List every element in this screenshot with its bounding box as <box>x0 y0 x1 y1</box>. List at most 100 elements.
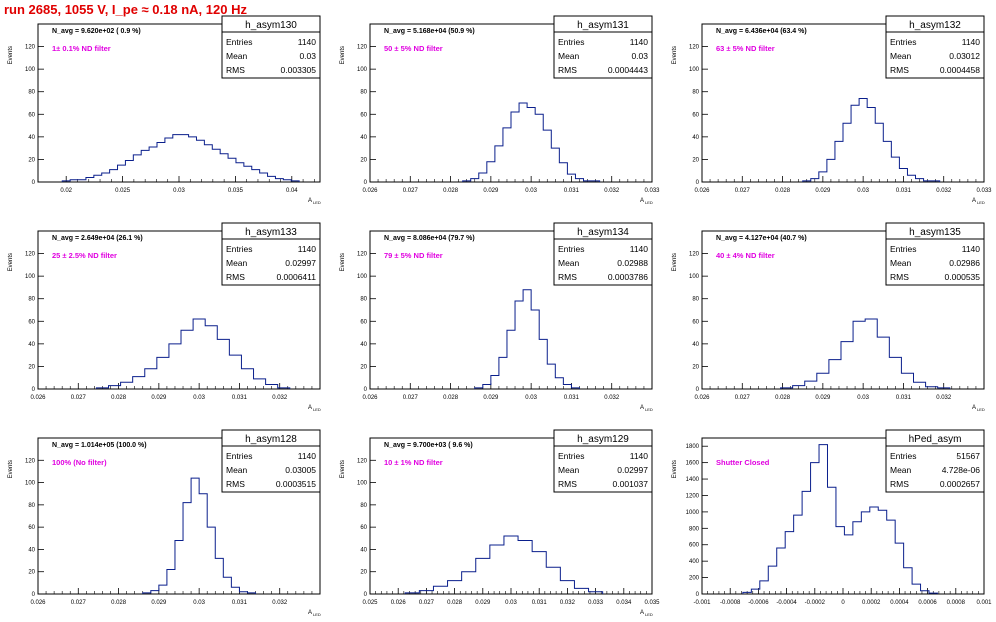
histogram-bin <box>94 175 102 182</box>
histogram-bin <box>121 382 133 389</box>
y-axis-label: Events <box>340 460 346 478</box>
y-tick-label: 40 <box>28 135 35 141</box>
y-tick-label: 120 <box>25 45 36 51</box>
histogram-bin <box>223 577 231 594</box>
histogram-bin <box>254 379 266 389</box>
x-axis-label-sub: LED <box>313 200 321 205</box>
x-tick-label: -0.0002 <box>805 600 826 606</box>
y-tick-label: 20 <box>28 570 35 576</box>
histogram-bin <box>169 344 181 389</box>
y-tick-label: 1600 <box>686 461 700 467</box>
histogram-name: hPed_asym <box>909 434 962 445</box>
x-tick-label: 0.028 <box>775 395 791 401</box>
histogram-panel-asym134: Events 0 20 40 60 80 100 120 0.026 0.027 0.028 0.02… <box>332 221 664 417</box>
histogram-name: h_asym132 <box>909 20 961 31</box>
y-tick-label: 60 <box>360 112 367 118</box>
plot-frame <box>37 230 321 390</box>
histogram-bin <box>487 162 495 182</box>
histogram-bin <box>199 494 207 594</box>
stats-key: RMS <box>226 479 245 489</box>
histogram-bin <box>575 179 583 182</box>
y-tick-label: 120 <box>357 458 368 464</box>
x-tick-label: 0.03 <box>505 600 517 606</box>
x-tick-label: 0.028 <box>447 600 463 606</box>
histogram-bin <box>827 159 835 182</box>
x-tick-label: 0.029 <box>151 395 167 401</box>
x-tick-label: 0 <box>841 600 845 606</box>
histogram-bin <box>912 584 920 594</box>
stats-key: Mean <box>226 51 248 61</box>
stats-value: 0.0006411 <box>276 272 316 282</box>
histogram-outline <box>404 535 604 594</box>
histogram-bin <box>887 520 895 594</box>
histogram-bin <box>252 170 260 182</box>
histogram-bin <box>865 319 877 389</box>
stats-key: Entries <box>558 37 584 47</box>
x-tick-label: 0.0006 <box>918 600 937 606</box>
x-tick-label: 0.035 <box>644 600 660 606</box>
stats-value: 0.000535 <box>945 272 981 282</box>
x-tick-label: 0.03 <box>173 188 185 194</box>
histogram-bin <box>867 108 875 182</box>
histogram-bin <box>215 558 223 594</box>
stats-value: 0.02986 <box>949 258 980 268</box>
stats-value: 1140 <box>962 37 981 47</box>
histogram-bin <box>504 536 518 594</box>
x-tick-label: 0.029 <box>483 395 499 401</box>
navg-label: N_avg = 9.700e+03 ( 9.6 %) <box>384 442 473 449</box>
histogram-bin <box>901 373 913 389</box>
histogram-bin <box>479 173 487 182</box>
y-tick-label: 80 <box>28 90 35 96</box>
stats-key: RMS <box>558 272 577 282</box>
histogram-bin <box>802 491 810 594</box>
y-tick-label: 20 <box>28 364 35 370</box>
filter-label: 25 ± 2.5% ND filter <box>52 251 117 260</box>
histogram-bin <box>543 130 551 182</box>
stats-box <box>221 429 321 493</box>
x-tick-label: 0.032 <box>936 188 952 194</box>
histogram-bin <box>535 114 543 182</box>
y-tick-label: 120 <box>357 252 368 258</box>
histogram-bin <box>268 176 276 182</box>
stats-key: Entries <box>226 244 252 254</box>
histogram-bin <box>891 157 899 182</box>
histogram-bin <box>159 585 167 594</box>
histogram-bin <box>490 545 504 594</box>
histogram-bin <box>167 569 175 594</box>
stats-key: RMS <box>226 65 245 75</box>
x-tick-label: 0.029 <box>475 600 491 606</box>
histogram-bin <box>567 174 575 182</box>
y-tick-label: 1800 <box>686 444 700 450</box>
histogram-bin <box>260 173 268 182</box>
histogram-bin <box>531 310 539 389</box>
histogram-name: h_asym128 <box>245 434 297 445</box>
histogram-panel-ped-asym: Events 0 200 400 600 800 1000 1200 1400 1600 1800 -… <box>664 428 996 622</box>
x-tick-label: 0.029 <box>815 395 831 401</box>
histogram-bin <box>518 541 532 594</box>
stats-value: 0.0004443 <box>608 65 648 75</box>
histogram-bin <box>559 163 567 182</box>
x-tick-label: 0.029 <box>151 600 167 606</box>
histogram-bin <box>476 558 490 594</box>
stats-box <box>885 15 985 79</box>
x-axis-label-sub: LED <box>977 407 985 412</box>
stats-value: 0.02997 <box>285 258 316 268</box>
stats-key: RMS <box>890 479 909 489</box>
histogram-bin <box>189 137 197 182</box>
y-tick-label: 80 <box>360 297 367 303</box>
filter-label: Shutter Closed <box>716 458 770 467</box>
stats-key: Mean <box>226 465 248 475</box>
histogram-bin <box>785 532 793 594</box>
stats-key: Entries <box>558 244 584 254</box>
y-tick-label: 40 <box>28 547 35 553</box>
histogram-bin <box>175 541 183 594</box>
y-tick-label: 120 <box>25 458 36 464</box>
y-tick-label: 120 <box>25 252 36 258</box>
x-tick-label: 0.026 <box>362 188 378 194</box>
y-tick-label: 20 <box>360 364 367 370</box>
x-axis-label: A <box>972 198 976 204</box>
histogram-bin <box>181 135 189 182</box>
histogram-name: h_asym134 <box>577 227 629 238</box>
histogram-bin <box>448 581 462 594</box>
histogram-bin <box>843 123 851 182</box>
